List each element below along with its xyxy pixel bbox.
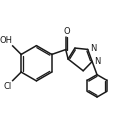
Text: OH: OH bbox=[0, 36, 12, 45]
Text: N: N bbox=[90, 44, 96, 53]
Text: N: N bbox=[94, 57, 101, 66]
Text: O: O bbox=[63, 27, 70, 36]
Text: Cl: Cl bbox=[4, 82, 12, 91]
